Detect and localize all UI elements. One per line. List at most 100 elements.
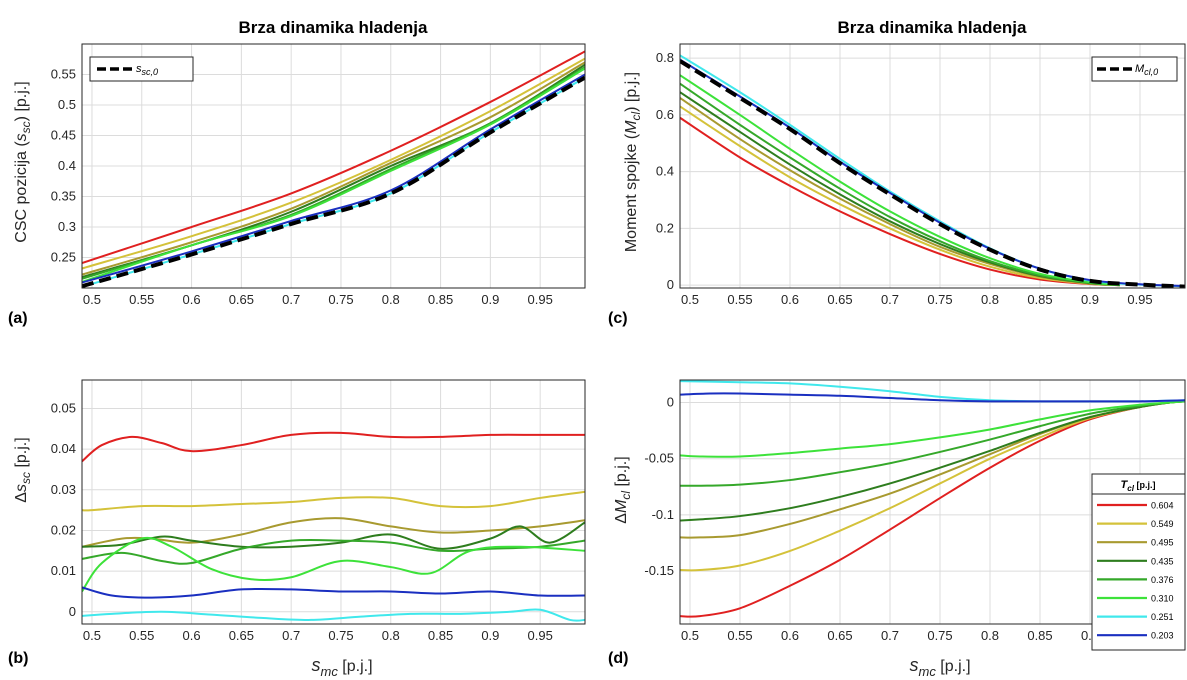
y-tick-label: 0.55	[51, 67, 76, 82]
x-tick-label: 0.75	[927, 292, 952, 307]
ylabel-a: CSC pozicija (ssc) [p.j.]	[13, 81, 33, 242]
x-tick-label: 0.75	[927, 628, 952, 643]
x-tick-label: 0.6	[183, 628, 201, 643]
series-line-b-0.376	[82, 538, 585, 565]
panel-label-d: (d)	[608, 650, 628, 667]
plot-area-b	[82, 380, 585, 624]
series-line-a-0.310	[82, 67, 585, 283]
x-tick-label: 0.9	[481, 628, 499, 643]
x-tick-label: 0.95	[528, 292, 553, 307]
series-line-d-0.203	[680, 392, 1185, 403]
series-line-d-0.310	[680, 400, 1185, 458]
legend-c-label: Mcl,0	[1135, 63, 1158, 77]
y-tick-label: -0.1	[652, 507, 674, 522]
series-line-c-M_cl,0	[680, 59, 1185, 288]
legend-a-label: ssc,0	[136, 63, 158, 77]
plot-c: 0.5 0.55 0.6 0.65 0.7 0.75 0.8 0.85 0.9 0.95 0 0.2 0…	[656, 43, 1186, 307]
legend-d-entry: 0.549	[1151, 519, 1174, 529]
plot-a: 0.5 0.55 0.6 0.65 0.7 0.75 0.8 0.85 0.9 0.95 0.25 0…	[51, 43, 586, 307]
x-tick-label: 0.95	[1127, 292, 1152, 307]
x-tick-label: 0.8	[382, 628, 400, 643]
y-tick-label: 0.3	[58, 219, 76, 234]
ylabel-d: ΔMcl [p.j.]	[613, 456, 633, 523]
y-tick-label: 0.4	[656, 164, 674, 179]
x-tick-label: 0.8	[981, 292, 999, 307]
legend-d-entry: 0.376	[1151, 575, 1174, 585]
y-tick-label: 0	[667, 394, 674, 409]
plot-b: 0.5 0.55 0.6 0.65 0.7 0.75 0.8 0.85 0.9 0.95 0 0.01…	[51, 379, 586, 643]
x-tick-label: 0.55	[727, 292, 752, 307]
x-tick-label: 0.85	[1027, 292, 1052, 307]
x-tick-label: 0.5	[83, 292, 101, 307]
x-tick-label: 0.55	[129, 628, 154, 643]
title-a: Brza dinamika hladenja	[239, 18, 428, 37]
series-line-c-0.310	[680, 74, 1121, 287]
x-tick-label: 0.8	[382, 292, 400, 307]
y-tick-label: 0.02	[51, 522, 76, 537]
x-tick-label: 0.95	[528, 628, 553, 643]
x-tick-label: 0.55	[727, 628, 752, 643]
y-tick-label: 0.05	[51, 400, 76, 415]
y-tick-label: 0.2	[656, 220, 674, 235]
series-line-a-0.604	[82, 50, 585, 264]
ylabel-c: Moment spojke (Mcl) [p.j.]	[623, 72, 643, 252]
series-line-b-0.310	[82, 536, 585, 593]
legend-a: ssc,0	[89, 56, 194, 82]
xlabel-b: smc [p.j.]	[311, 655, 372, 679]
axes-box-a	[81, 43, 586, 289]
y-tick-label: 0.5	[58, 97, 76, 112]
x-tick-label: 0.7	[881, 628, 899, 643]
axes-box-b	[81, 379, 586, 625]
y-tick-label: -0.15	[644, 563, 674, 578]
panel-label-c: (c)	[608, 310, 628, 327]
series-line-b-0.604	[82, 431, 585, 463]
ylabel-b: Δssc [p.j.]	[13, 437, 33, 502]
xlabel-d: smc [p.j.]	[909, 655, 970, 679]
y-tick-label: 0.45	[51, 128, 76, 143]
legend-d-entry: 0.435	[1151, 556, 1174, 566]
x-tick-label: 0.65	[229, 292, 254, 307]
x-tick-label: 0.6	[781, 628, 799, 643]
x-tick-label: 0.65	[229, 628, 254, 643]
x-tick-label: 0.85	[428, 292, 453, 307]
x-tick-label: 0.75	[328, 628, 353, 643]
series-line-a-0.495	[82, 61, 585, 276]
y-tick-label: 0	[69, 604, 76, 619]
series-line-b-0.435	[82, 521, 585, 550]
legend-d-entry: 0.604	[1151, 501, 1174, 511]
x-tick-label: 0.5	[681, 292, 699, 307]
legend-d-entry: 0.251	[1151, 612, 1174, 622]
series-line-b-0.203	[82, 586, 585, 599]
y-tick-label: 0.4	[58, 158, 76, 173]
x-tick-label: 0.65	[827, 292, 852, 307]
x-tick-label: 0.7	[282, 292, 300, 307]
x-tick-label: 0.75	[328, 292, 353, 307]
legend-d-entry: 0.495	[1151, 538, 1174, 548]
x-tick-label: 0.7	[282, 628, 300, 643]
y-tick-label: 0.25	[51, 250, 76, 265]
x-tick-label: 0.5	[83, 628, 101, 643]
series-line-d-0.376	[680, 400, 1185, 487]
series-line-d-0.435	[680, 400, 1185, 522]
y-tick-label: 0.6	[656, 107, 674, 122]
x-tick-label: 0.6	[781, 292, 799, 307]
axes-box-c	[679, 43, 1186, 289]
x-tick-label: 0.6	[183, 292, 201, 307]
legend-d: Tcl [p.j.] 0.604 0.549 0.495 0.435 0.376 0.31…	[1091, 473, 1186, 651]
x-tick-label: 0.55	[129, 292, 154, 307]
panel-label-a: (a)	[8, 310, 28, 327]
panel-label-b: (b)	[8, 650, 28, 667]
x-tick-label: 0.7	[881, 292, 899, 307]
series-line-a-0.549	[82, 57, 585, 270]
x-tick-label: 0.9	[481, 292, 499, 307]
x-tick-label: 0.85	[1027, 628, 1052, 643]
series-line-b-0.251	[82, 608, 585, 622]
x-tick-label: 0.5	[681, 628, 699, 643]
y-tick-label: 0.01	[51, 563, 76, 578]
x-tick-label: 0.85	[428, 628, 453, 643]
legend-c: Mcl,0	[1091, 56, 1178, 82]
x-tick-label: 0.65	[827, 628, 852, 643]
legend-d-entry: 0.203	[1151, 631, 1174, 641]
x-tick-label: 0.8	[981, 628, 999, 643]
